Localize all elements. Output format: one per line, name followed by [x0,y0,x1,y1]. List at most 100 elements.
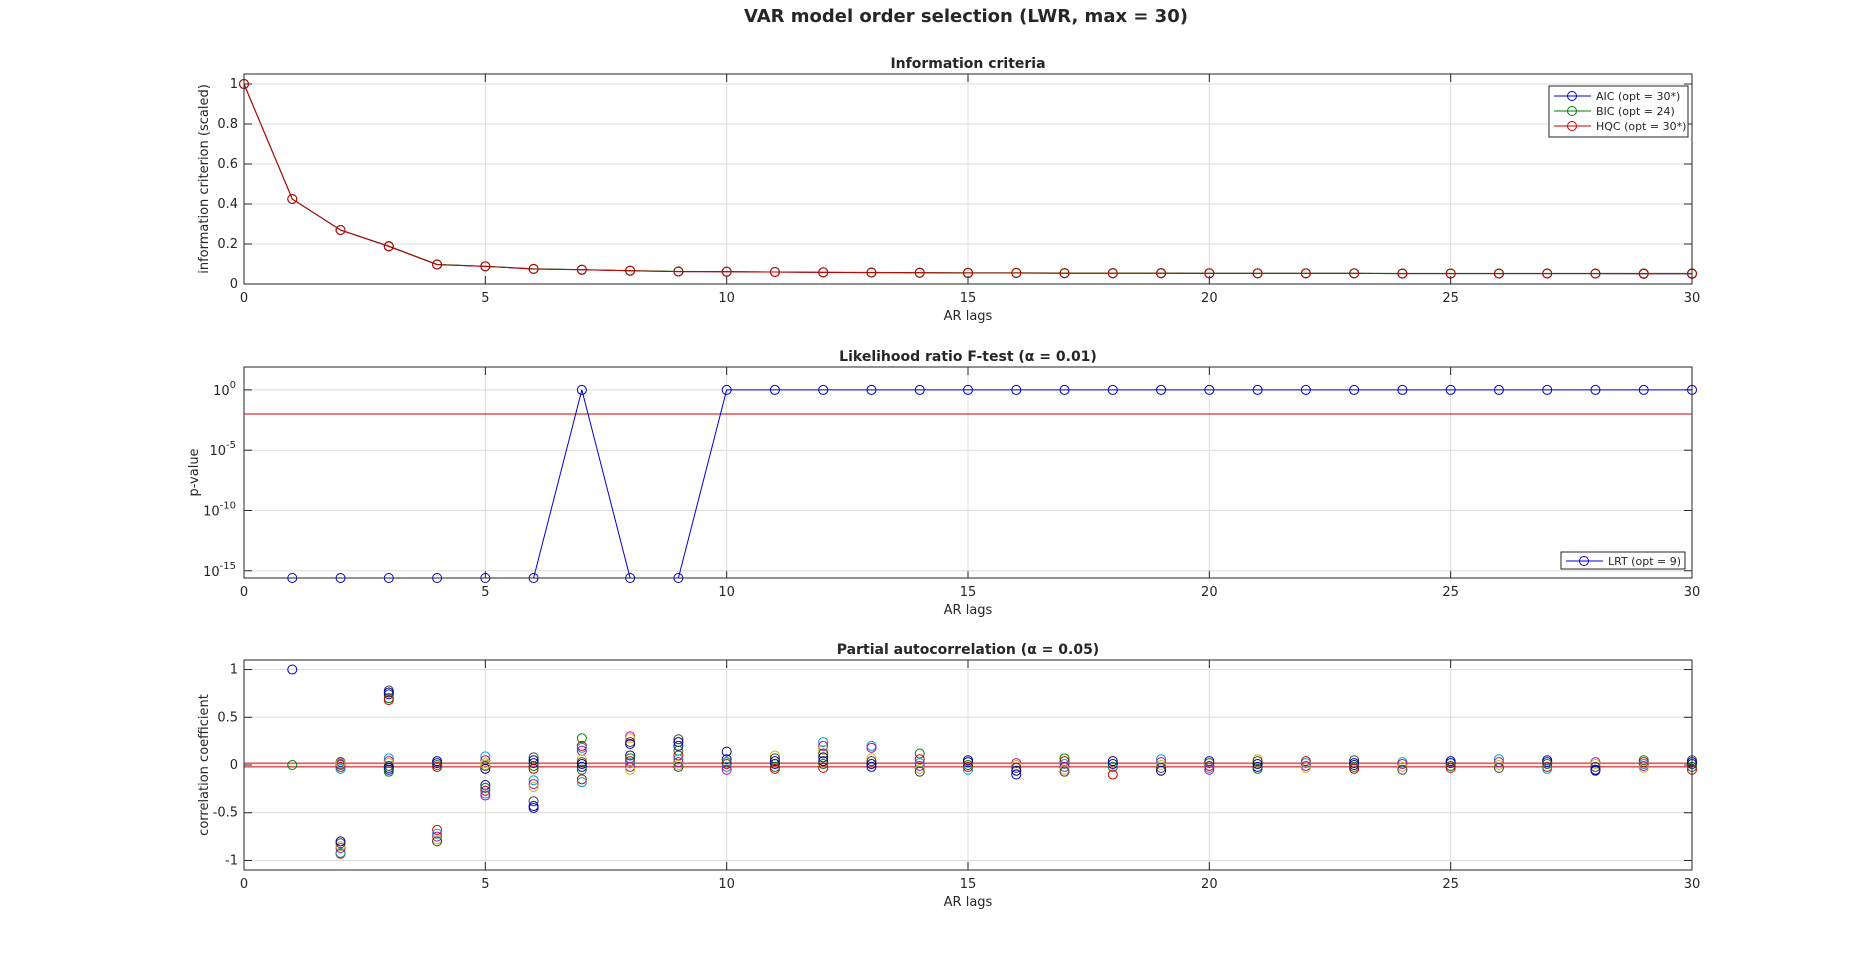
data-point [1349,268,1360,279]
pacf-point [625,750,636,761]
pacf-point [576,761,587,772]
y-tick-label: 0.4 [217,197,238,212]
x-tick-label: 15 [960,291,977,306]
y-tick-label: -0.5 [213,806,238,821]
data-point [673,266,684,277]
y-tick-label: 0 [230,758,238,773]
data-point [432,259,443,270]
data-point [818,267,829,278]
pacf-point [1252,759,1263,770]
data-point [1397,384,1408,395]
pacf-point [1156,762,1167,773]
pacf-point [721,754,732,765]
y-tick-label: 0.2 [217,237,238,252]
data-point [1349,384,1360,395]
data-point [769,267,780,277]
legend-label: AIC (opt = 30*) [1596,90,1680,103]
x-tick-label: 10 [718,877,735,892]
pacf-point [480,785,491,796]
pacf-point [818,762,829,773]
data-point [383,241,394,252]
legend: AIC (opt = 30*) BIC (opt = 24) HQC (opt = … [1548,85,1689,138]
data-point [1300,384,1311,395]
x-tick-label: 30 [1684,877,1701,892]
data-point [1156,268,1167,279]
pacf-point [866,742,877,753]
legend-entry: LRT (opt = 9) [1566,555,1681,568]
pacf-point [335,763,346,774]
pacf-point [625,758,636,769]
pacf-point [1107,769,1118,780]
pacf-point [673,734,684,745]
data-point [335,225,346,235]
pacf-point [1445,758,1456,769]
pacf-point [335,836,346,847]
data-point [721,384,732,395]
pacf-point [1107,759,1118,770]
data-point [1204,268,1215,279]
pacf-point [914,760,925,771]
data-point [287,194,298,204]
pacf-point [914,766,925,777]
y-tick-label: -1 [225,853,238,868]
x-tick-label: 15 [960,877,977,892]
data-point [1156,384,1167,395]
pacf-point [432,824,443,835]
data-point [1445,384,1456,395]
data-point [1638,384,1649,395]
data-point [818,384,829,395]
pacf-point [914,748,925,759]
y-tick-label: 100 [213,380,236,399]
legend-entry: AIC (opt = 30*) [1554,90,1680,103]
partial-autocorrelation-panel: 0 5 10 15 20 25 30 -1 -0.5 0 0.5 1 Partial autocorre… [197,642,1700,910]
pacf-point [818,748,829,759]
x-tick-label: 25 [1442,291,1459,306]
data-point [721,266,732,277]
pacf-point [1252,756,1263,767]
data-point [1590,268,1601,279]
pacf-point [576,759,587,770]
pacf-point [1059,766,1070,777]
pacf-point [528,802,539,813]
information-criteria-panel: 0 5 10 15 20 25 30 0 0.2 0.4 0.6 0.8 1 Information cr… [197,56,1700,324]
data-point [1493,384,1504,395]
pacf-point [528,775,539,786]
data-point [1059,384,1070,395]
x-tick-label: 0 [240,585,248,600]
pacf-point [335,847,346,858]
pacf-point [721,764,732,775]
data-point [625,265,636,276]
pacf-point [528,796,539,807]
pacf-point [818,744,829,755]
axes-frame [243,659,1693,871]
pacf-point [673,740,684,751]
legend-marker [1579,556,1589,566]
pacf-point [432,831,443,842]
pacf-point [721,759,732,770]
pacf-point [1542,759,1553,770]
x-tick-label: 20 [1201,877,1218,892]
data-point [1204,384,1215,395]
pacf-point [1107,756,1118,767]
pacf-point [383,766,394,777]
x-tick-label: 5 [481,291,489,306]
pacf-point [769,763,780,774]
pacf-point [383,753,394,764]
pacf-point [1397,761,1408,772]
pacf-point [576,777,587,788]
data-point [1011,384,1022,395]
x-axis-label: AR lags [944,309,993,324]
data-point [769,384,780,395]
x-tick-label: 15 [960,585,977,600]
x-tick-label: 20 [1201,585,1218,600]
pacf-point [1638,762,1649,773]
pacf-point [1397,764,1408,775]
pacf-point [818,756,829,767]
pacf-point [1059,761,1070,772]
pacf-point [1590,759,1601,770]
legend-label: BIC (opt = 24) [1596,105,1675,118]
pacf-point [769,756,780,767]
data-point [1493,268,1504,279]
pacf-point [818,752,829,763]
pacf-point [673,750,684,761]
